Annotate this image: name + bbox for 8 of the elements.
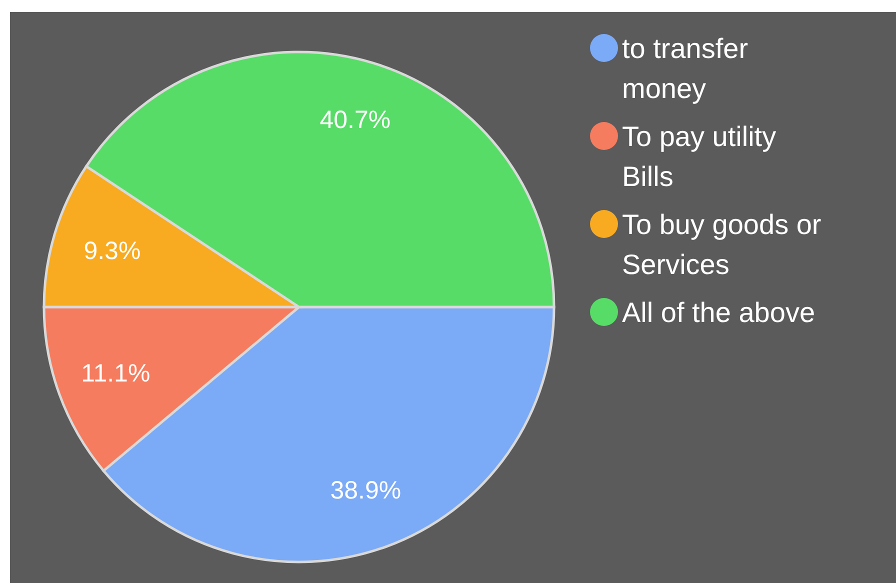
data-label: 38.9%	[330, 476, 402, 504]
legend-label: To buy goods or Services	[622, 208, 822, 280]
legend-label: to transfer money	[622, 32, 748, 104]
legend-label: To pay utility Bills	[622, 120, 776, 192]
data-label: 40.7%	[320, 106, 391, 134]
data-label: 11.1%	[81, 360, 150, 388]
data-label: 9.3%	[84, 236, 141, 265]
legend-label: All of the above	[622, 296, 816, 328]
